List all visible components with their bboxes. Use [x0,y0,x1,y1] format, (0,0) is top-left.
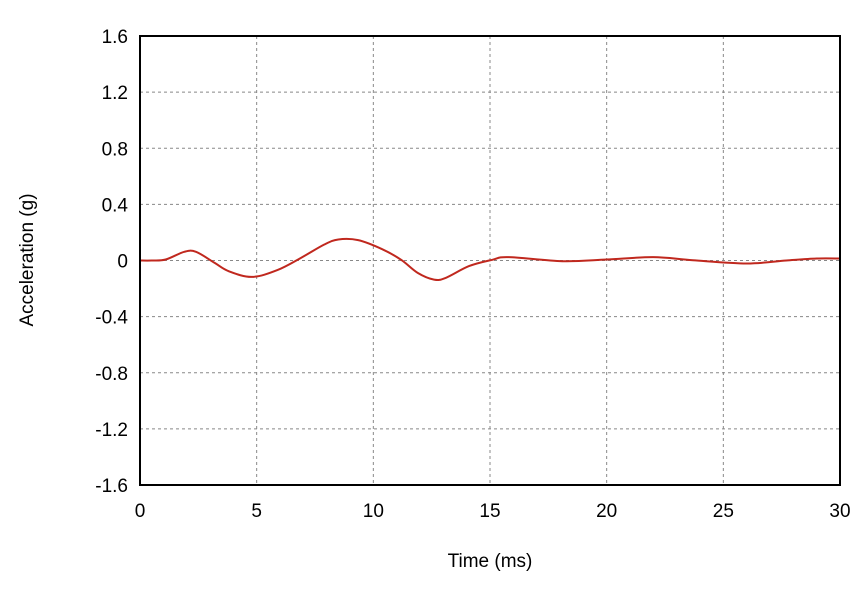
x-tick-label: 25 [713,501,734,522]
y-tick-label: 0 [117,252,128,273]
y-axis-label: Acceleration (g) [17,193,38,326]
x-tick-label: 15 [479,501,500,522]
x-tick-label: 0 [135,501,146,522]
acceleration-series-line [139,237,841,282]
y-tick-label: 1.6 [102,27,128,48]
x-tick-label: 10 [363,501,384,522]
x-axis-label: Time (ms) [448,551,533,572]
x-tick-label: 20 [596,501,617,522]
x-tick-label: 5 [251,501,262,522]
y-tick-label: 1.2 [102,83,128,104]
y-tick-label: -0.4 [95,308,128,329]
y-tick-label: -0.8 [95,364,128,385]
series-layer [139,237,841,282]
y-tick-labels: 1.6 1.2 0.8 0.4 0 -0.4 -0.8 -1.2 -1.6 [95,27,128,497]
plot-frame [139,35,841,486]
y-tick-label: -1.2 [95,420,128,441]
x-tick-label: 30 [829,501,850,522]
y-tick-label: 0.8 [102,139,128,160]
y-tick-label: -1.6 [95,476,128,497]
x-tick-labels: 0 5 10 15 20 25 30 [135,501,851,522]
y-tick-label: 0.4 [102,195,129,216]
